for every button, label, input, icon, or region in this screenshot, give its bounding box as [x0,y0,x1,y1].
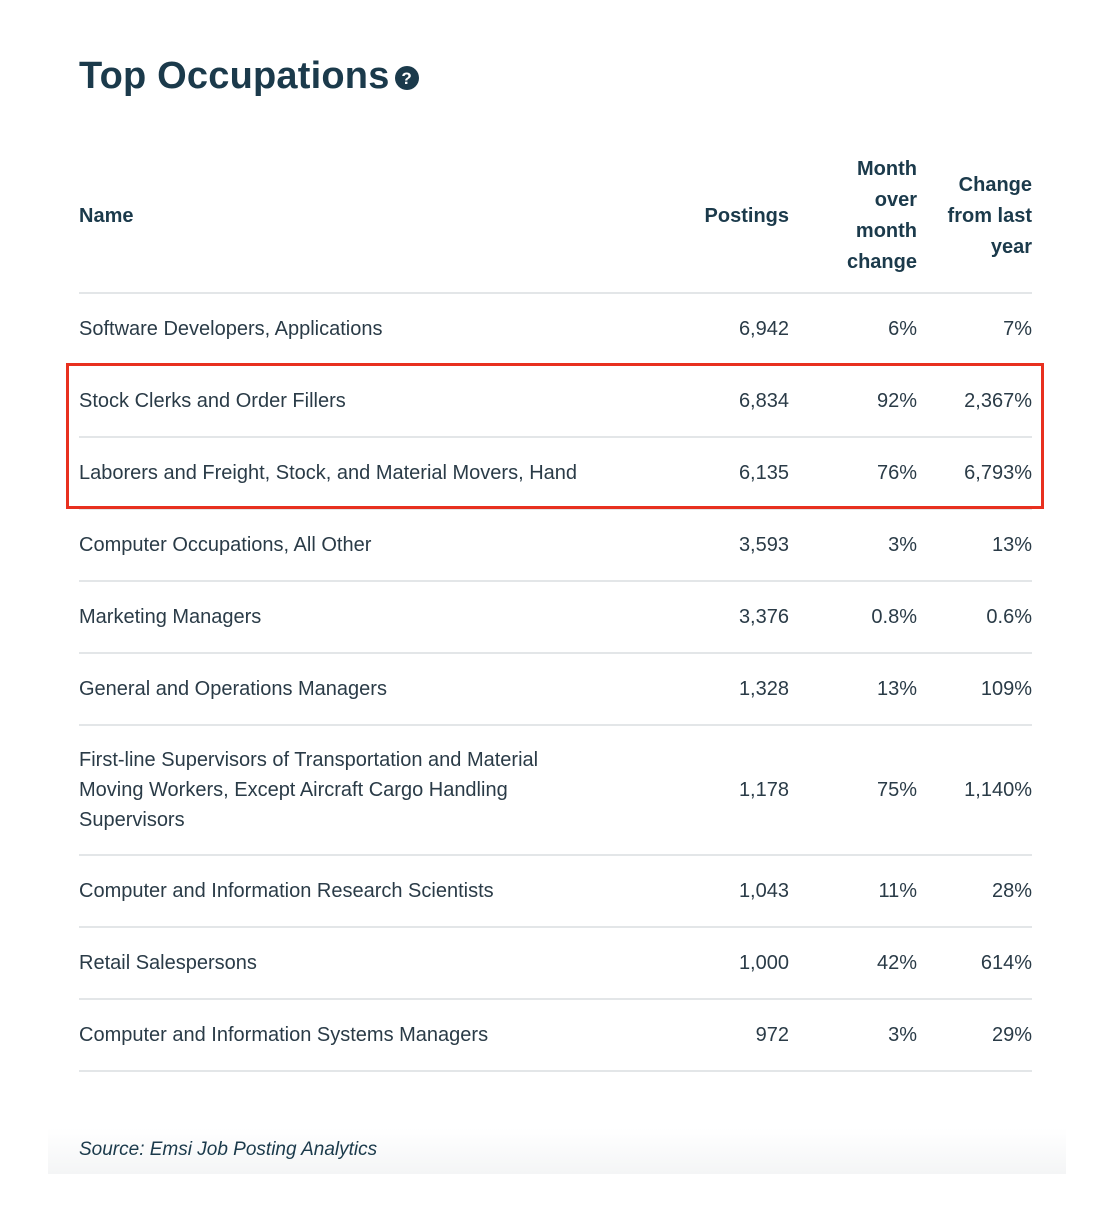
cell-month-over-month: 92% [789,365,917,438]
cell-postings: 1,178 [680,725,789,856]
table-row: Retail Salespersons 1,000 42% 614% [79,927,1032,1000]
cell-name: First-line Supervisors of Transportation… [79,725,680,856]
cell-postings: 3,593 [680,509,789,582]
cell-month-over-month: 3% [789,999,917,1072]
cell-name: Computer and Information Research Scient… [79,855,680,928]
cell-month-over-month: 13% [789,653,917,726]
cell-postings: 6,135 [680,437,789,510]
cell-change-from-last-year: 2,367% [917,365,1032,438]
cell-postings: 6,942 [680,293,789,366]
cell-month-over-month: 0.8% [789,581,917,654]
cell-month-over-month: 76% [789,437,917,510]
cell-month-over-month: 75% [789,725,917,856]
column-header-change-from-last-year-text: Change from last year [947,173,1032,258]
column-header-month-over-month-text: Month over month change [846,158,917,273]
table-row: Stock Clerks and Order Fillers 6,834 92% 2,… [79,365,1032,438]
cell-change-from-last-year: 29% [917,999,1032,1072]
cell-change-from-last-year: 0.6% [917,581,1032,654]
cell-name: Computer Occupations, All Other [79,509,680,582]
question-mark-circle-icon[interactable]: ? [394,66,419,90]
cell-change-from-last-year: 28% [917,855,1032,928]
cell-postings: 3,376 [680,581,789,654]
column-header-month-over-month[interactable]: Month over month change [789,140,917,294]
occupations-table: Name Postings Month over month change Ch… [79,140,1032,1072]
source-note: Source: Emsi Job Posting Analytics [79,1139,378,1160]
table-row: Computer and Information Research Scient… [79,855,1032,928]
cell-name: Software Developers, Applications [79,293,680,366]
table-row: First-line Supervisors of Transportation… [79,725,1032,856]
table-row: Laborers and Freight, Stock, and Materia… [79,437,1032,510]
cell-name: Retail Salespersons [79,927,680,1000]
table-header-row: Name Postings Month over month change Ch… [79,140,1032,294]
cell-month-over-month: 6% [789,293,917,366]
table-row: Marketing Managers 3,376 0.8% 0.6% [79,581,1032,654]
cell-change-from-last-year: 13% [917,509,1032,582]
column-header-name[interactable]: Name [79,140,680,294]
cell-month-over-month: 3% [789,509,917,582]
cell-postings: 1,000 [680,927,789,1000]
cell-change-from-last-year: 7% [917,293,1032,366]
cell-month-over-month: 11% [789,855,917,928]
table-row: Computer and Information Systems Manager… [79,999,1032,1072]
cell-postings: 6,834 [680,365,789,438]
page-title: Top Occupations [79,55,390,97]
table-row: Software Developers, Applications 6,942 6%… [79,293,1032,366]
column-header-postings[interactable]: Postings [680,140,789,294]
cell-change-from-last-year: 1,140% [917,725,1032,856]
column-header-change-from-last-year[interactable]: Change from last year [917,140,1032,294]
cell-name: General and Operations Managers [79,653,680,726]
source-band [48,1128,1066,1174]
cell-postings: 1,328 [680,653,789,726]
cell-name: Computer and Information Systems Manager… [79,999,680,1072]
cell-change-from-last-year: 109% [917,653,1032,726]
table-row: General and Operations Managers 1,328 13% 1… [79,653,1032,726]
cell-month-over-month: 42% [789,927,917,1000]
cell-name: Marketing Managers [79,581,680,654]
cell-name: Laborers and Freight, Stock, and Materia… [79,437,680,510]
cell-change-from-last-year: 614% [917,927,1032,1000]
cell-postings: 972 [680,999,789,1072]
table-body: Software Developers, Applications 6,942 6%… [79,293,1032,1072]
occupations-table-wrap: Name Postings Month over month change Ch… [79,140,1032,1072]
table-row: Computer Occupations, All Other 3,593 3% 13… [79,509,1032,582]
title-block: Top Occupations ? [79,52,419,100]
cell-name: Stock Clerks and Order Fillers [79,365,680,438]
cell-change-from-last-year: 6,793% [917,437,1032,510]
cell-postings: 1,043 [680,855,789,928]
